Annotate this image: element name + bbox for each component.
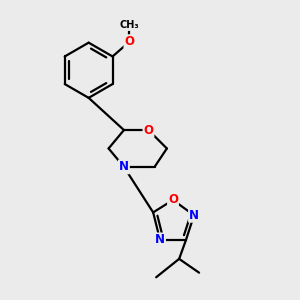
Text: O: O [168,194,178,206]
Text: N: N [119,160,129,173]
Text: O: O [124,35,134,48]
Text: O: O [143,124,154,136]
Text: N: N [189,209,199,222]
Text: N: N [155,233,165,246]
Text: CH₃: CH₃ [120,20,139,30]
